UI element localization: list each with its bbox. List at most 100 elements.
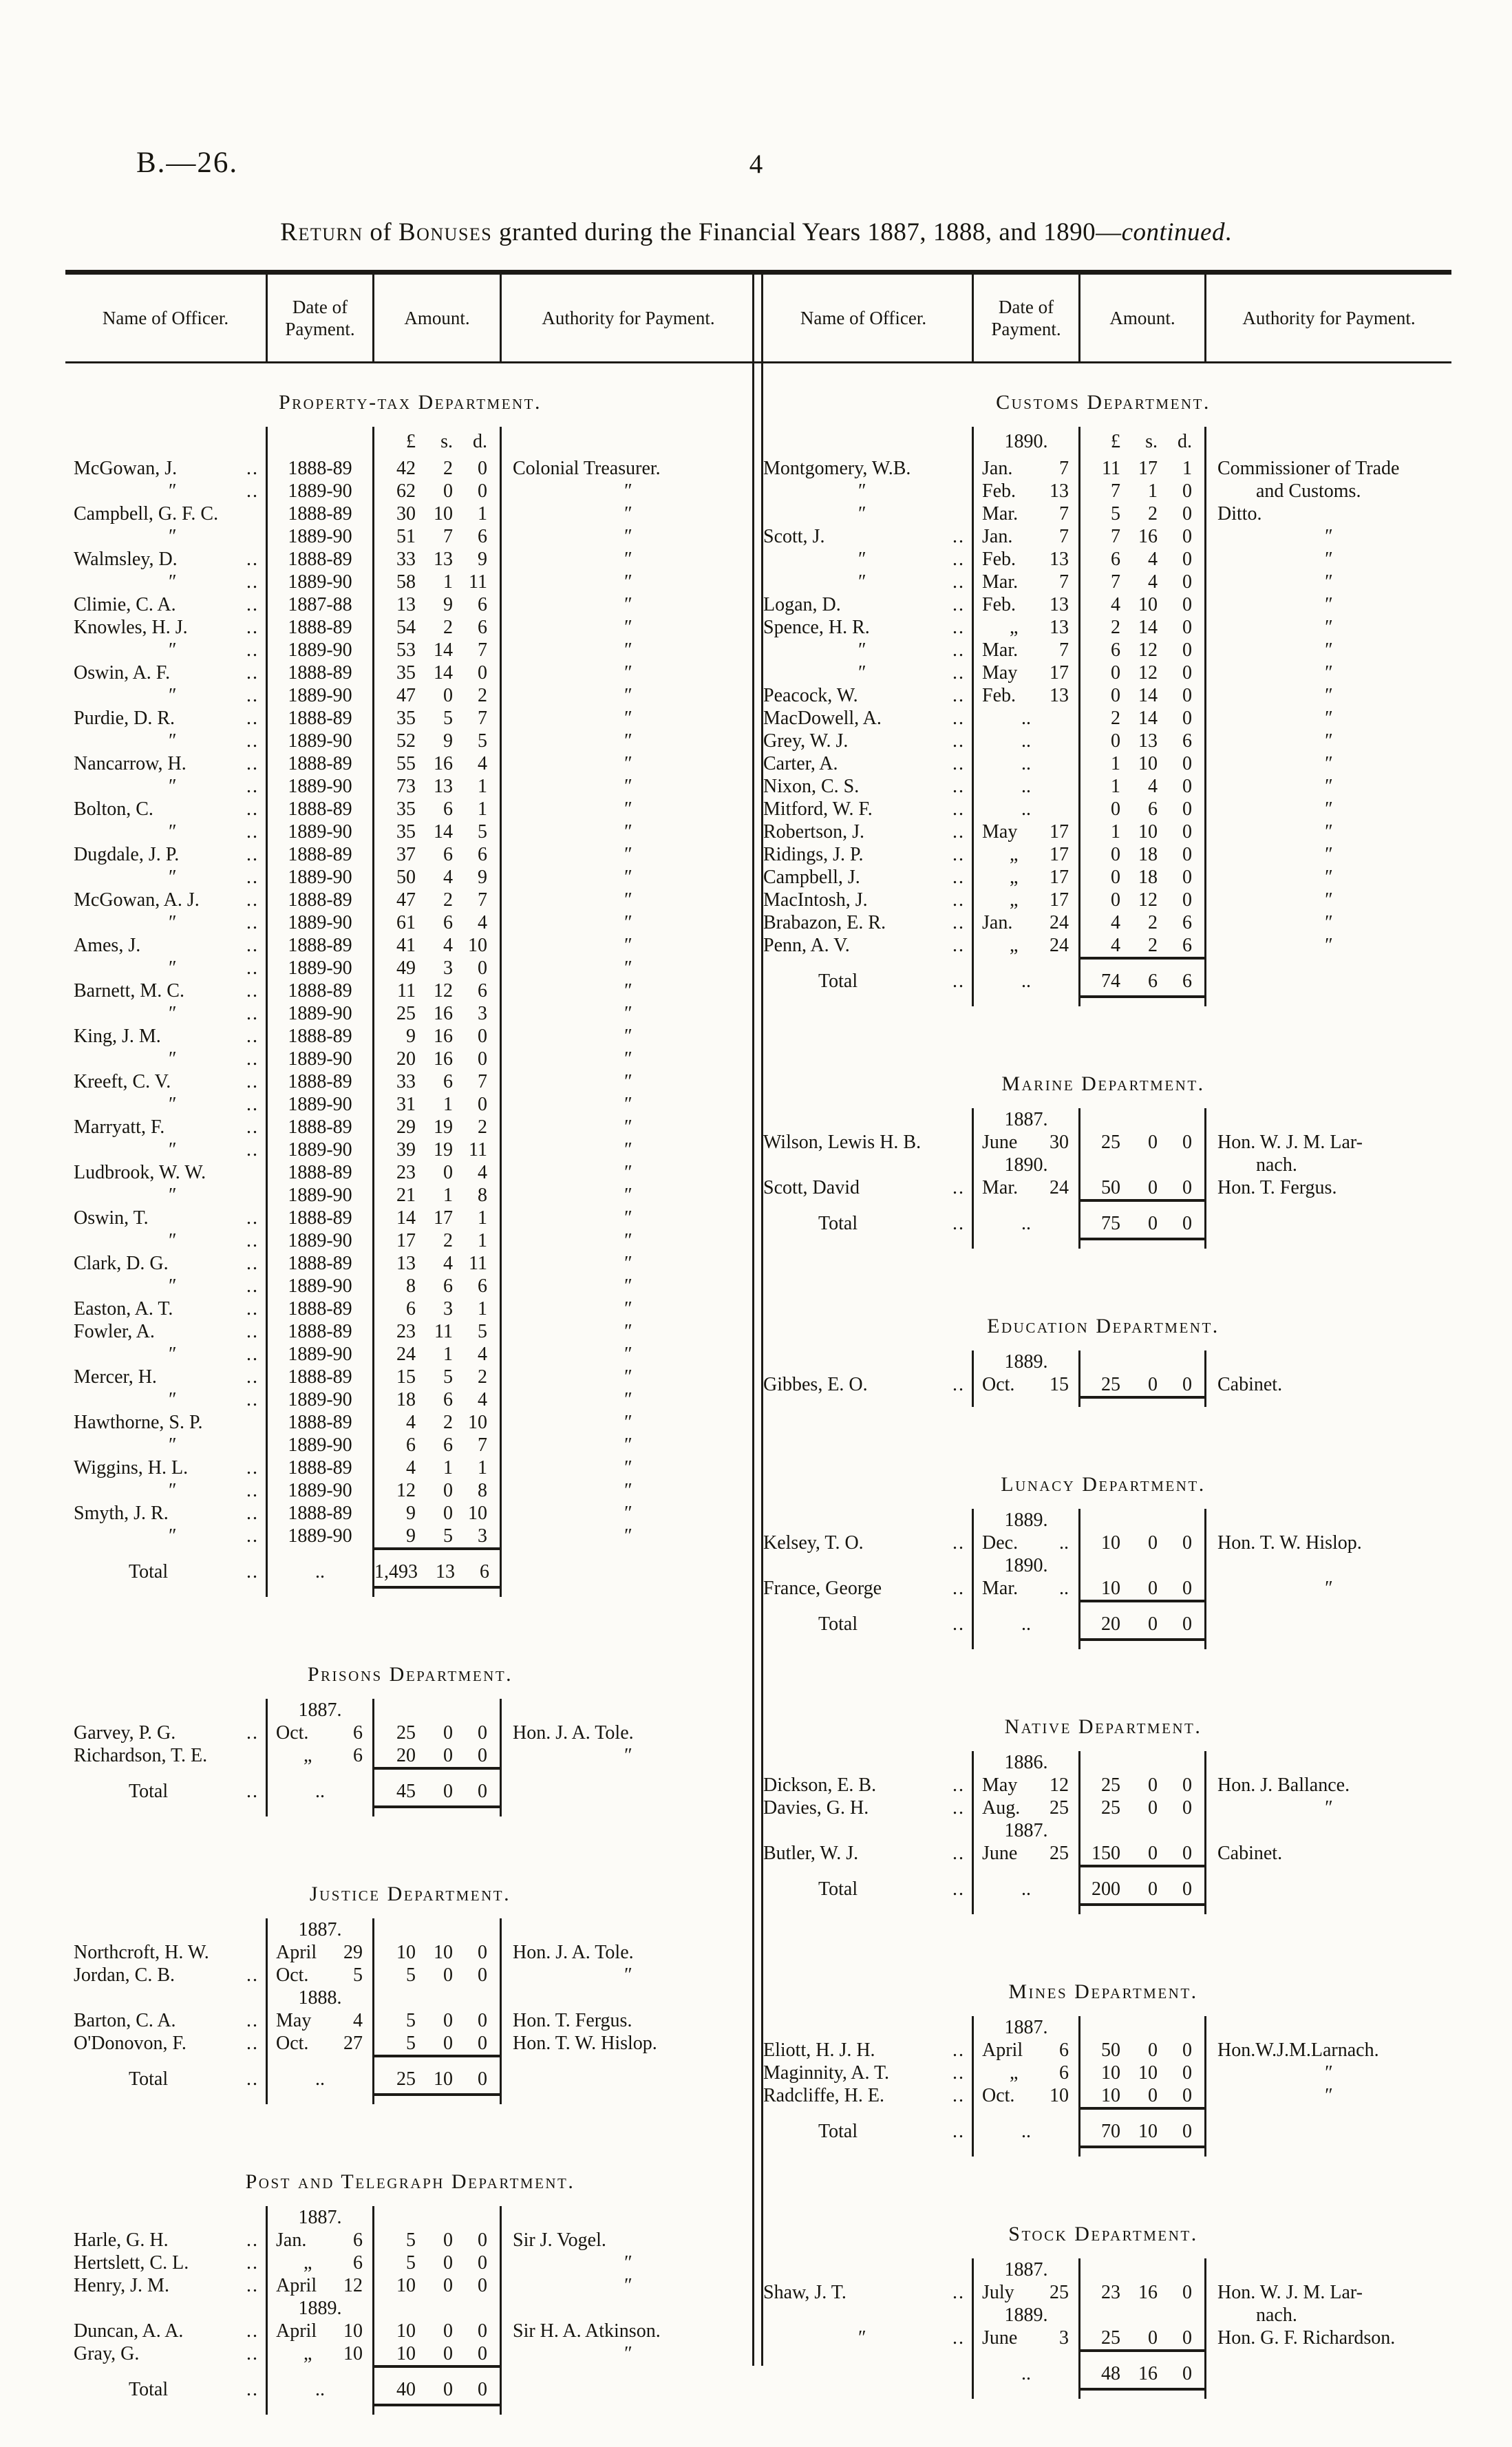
- authority-cell: Hon. G. F. Richardson.: [1204, 2327, 1451, 2349]
- amount-shillings: 2: [443, 1412, 453, 1433]
- payment-date: ..: [1021, 708, 1031, 729]
- bonus-entry-row: Nancarrow, H... 1888-89 55 16 4 ″: [65, 752, 755, 775]
- officer-name-cell: ″..: [65, 1093, 266, 1116]
- amount-pence: 0: [1182, 526, 1192, 547]
- ditto-mark: ″: [1325, 2062, 1333, 2084]
- amount-cell: 25 16 3: [372, 1002, 500, 1025]
- officer-name-cell: Wiggins, H. L...: [65, 1456, 266, 1479]
- dot-leaders: ..: [1021, 1878, 1031, 1900]
- authority-cell: ″: [500, 639, 755, 661]
- payment-month: Mar.: [982, 1578, 1019, 1599]
- officer-name-cell: ″..: [65, 1275, 266, 1297]
- ditto-mark: ″: [624, 503, 632, 525]
- payment-date-cell: ..: [972, 775, 1078, 798]
- amount-pence: 0: [1182, 549, 1192, 570]
- ditto-mark: ″: [1325, 685, 1333, 706]
- spacer-cell: [755, 1509, 972, 1532]
- authority-cell: [500, 1699, 755, 1722]
- payment-date-cell: 1888-89: [266, 548, 372, 571]
- dot-leaders: ..: [952, 1177, 965, 1198]
- ditto-mark: ″: [624, 1298, 632, 1320]
- payment-date-cell: „ 10: [266, 2342, 372, 2365]
- payment-date-cell: Jan. 24: [972, 911, 1078, 934]
- amount-shillings: 0: [1148, 1578, 1158, 1599]
- payment-date-cell: ..: [266, 2376, 372, 2404]
- amount-cell: 29 19 2: [372, 1116, 500, 1138]
- dot-leaders: ..: [246, 2068, 259, 2090]
- dot-leaders: ..: [1021, 1613, 1031, 1635]
- payment-date-cell: ..: [266, 2066, 372, 2093]
- amount-shillings: 16: [434, 1003, 453, 1024]
- amount-pounds: 5: [406, 2033, 416, 2054]
- payment-day: 3: [1059, 2327, 1069, 2349]
- officer-name-cell: Dugdale, J. P...: [65, 843, 266, 866]
- officer-name-cell: Gray, G...: [65, 2342, 266, 2365]
- payment-date: 1888-89: [288, 753, 352, 774]
- authority-cell: [1204, 1509, 1451, 1532]
- authority-cell: [500, 1558, 755, 1586]
- ditto-mark: ″: [624, 844, 632, 865]
- ditto-mark: ″: [624, 1745, 632, 1766]
- payment-date-cell: 1888-89: [266, 1502, 372, 1525]
- amount-pence: 0: [478, 2252, 487, 2274]
- officer-name: King, J. M.: [74, 1026, 161, 1047]
- spacer-cell: [372, 1987, 500, 2009]
- amount-total-rule: [1078, 995, 1204, 1006]
- authority-cell: ″: [500, 1116, 755, 1138]
- amount-total-rule: [1078, 1396, 1204, 1407]
- authority-cell: ″: [500, 1964, 755, 1987]
- amount-cell: 48 16 0: [1078, 2360, 1204, 2388]
- dot-leaders: ..: [246, 1298, 259, 1320]
- amount-shillings: 14: [1138, 708, 1158, 729]
- amount-cell: 45 0 0: [372, 1778, 500, 1805]
- payment-date-cell: Oct. 15: [972, 1373, 1078, 1396]
- authority-cell: ″: [1204, 889, 1451, 911]
- amount-pounds: 1: [1111, 821, 1120, 843]
- officer-name: Wiggins, H. L.: [74, 1457, 189, 1479]
- amount-pence: 0: [1182, 2062, 1192, 2084]
- amount-pounds: 70: [1101, 2121, 1120, 2142]
- authority-cell: [500, 1778, 755, 1805]
- authority-cell: ″: [1204, 2084, 1451, 2107]
- amount-pence: 0: [478, 2229, 487, 2251]
- title-word-continued: continued: [1121, 218, 1225, 246]
- bonus-entry-row: ″.. 1889-90 25 16 3 ″: [65, 1002, 755, 1025]
- spacer-cell: [1078, 1751, 1204, 1774]
- payment-date-cell: May 4: [266, 2009, 372, 2032]
- authority-cell: Colonial Treasurer.: [500, 457, 755, 480]
- officer-name: Shaw, J. T.: [763, 2282, 846, 2303]
- bonus-entry-row: King, J. M... 1888-89 9 16 0 ″: [65, 1025, 755, 1048]
- bonus-entry-row: ″.. 1889-90 24 1 4 ″: [65, 1343, 755, 1366]
- dot-leaders: ..: [952, 2062, 965, 2084]
- payment-date: 1889-90: [288, 1275, 352, 1297]
- amount-total-rule: [372, 1805, 500, 1816]
- payment-month: Oct.: [982, 1374, 1015, 1395]
- amount-pounds: 10: [1101, 2062, 1120, 2084]
- bonus-entry-row: McGowan, A. J... 1888-89 47 2 7 ″: [65, 889, 755, 911]
- amount-pounds: 50: [1101, 2040, 1120, 2061]
- bonus-entry-row: ″.. 1889-90 20 16 0 ″: [65, 1048, 755, 1070]
- officer-name-cell: ″..: [65, 730, 266, 752]
- year-label-row: 1890.: [755, 1554, 1451, 1577]
- amount-pence: 4: [478, 1389, 487, 1410]
- table-header-right: Name of Officer. Date of Payment. Amount…: [755, 275, 1451, 361]
- department-heading: Stock Department.: [1008, 2223, 1198, 2245]
- officer-name-cell: ″..: [65, 1002, 266, 1025]
- year-label-cell: 1889.: [972, 1509, 1078, 1532]
- payment-date-cell: 1888-89: [266, 1320, 372, 1343]
- payment-date: 1888-89: [288, 1321, 352, 1342]
- amount-rule-row: [755, 2388, 1451, 2399]
- amount-total-rule: [372, 2365, 500, 2376]
- dot-leaders: ..: [246, 571, 259, 593]
- authority-for-payment: Colonial Treasurer.: [513, 458, 661, 479]
- amount-cell: 13 4 11: [372, 1252, 500, 1275]
- amount-pence: 0: [1182, 2327, 1192, 2349]
- payment-date: 1888-89: [288, 889, 352, 911]
- officer-name-cell: ″..: [65, 1229, 266, 1252]
- payment-day: 15: [1050, 1374, 1069, 1395]
- payment-date: 1888-89: [288, 980, 352, 1002]
